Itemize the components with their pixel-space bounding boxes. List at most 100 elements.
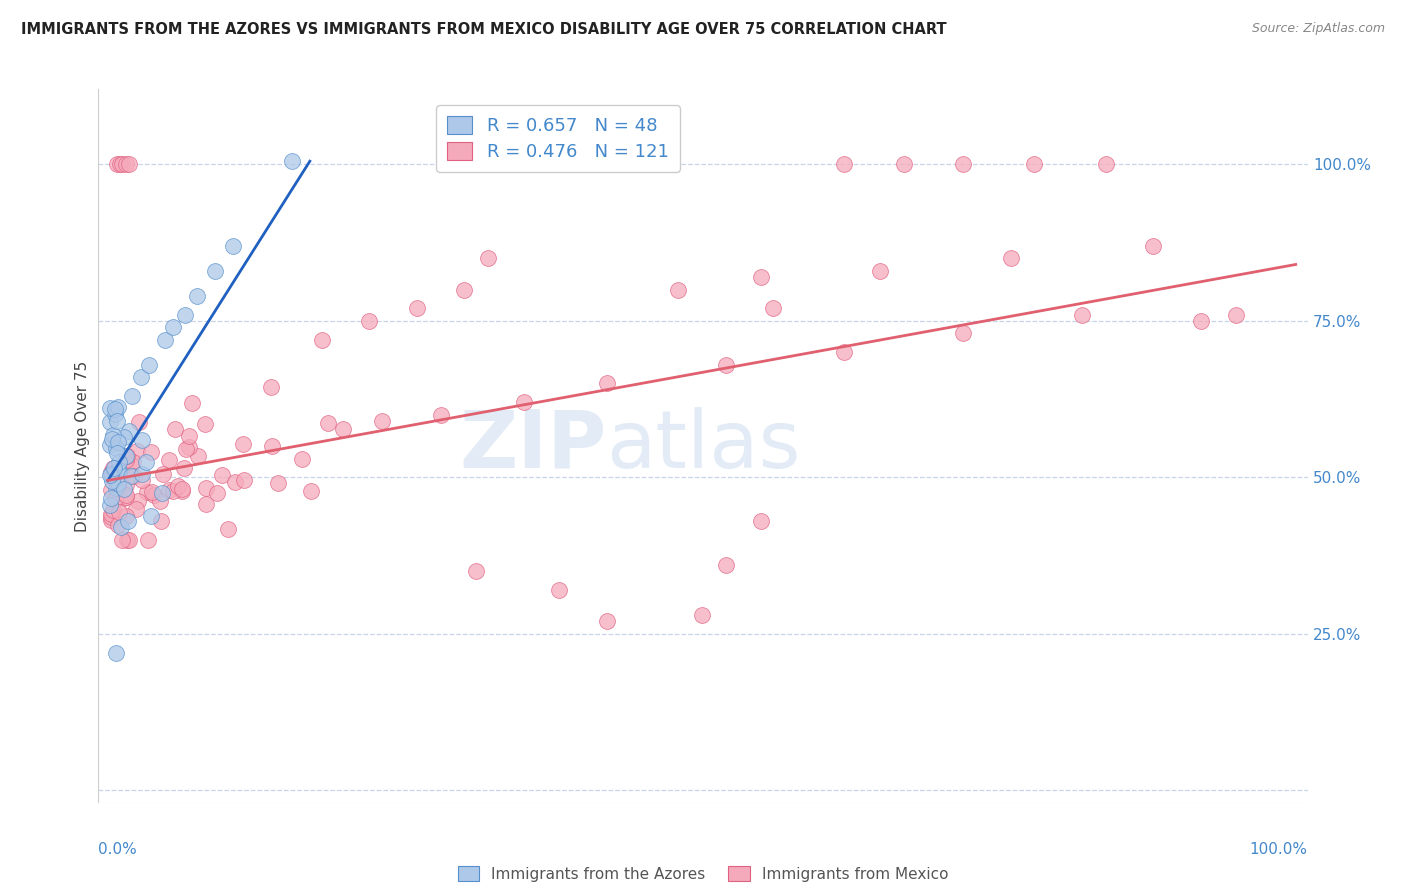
Point [359,314,381,328]
Point [107,434,129,449]
Point [125,502,148,516]
Point [512,395,534,409]
Point [143,487,166,501]
Point [834,345,856,359]
Point [666,283,689,297]
Text: IMMIGRANTS FROM THE AZORES VS IMMIGRANTS FROM MEXICO DISABILITY AGE OVER 75 CORR: IMMIGRANTS FROM THE AZORES VS IMMIGRANTS… [21,22,946,37]
Point [114,157,136,171]
Point [98,468,121,483]
Point [596,614,619,628]
Point [121,389,143,403]
Point [749,270,772,285]
Point [173,461,195,475]
Point [117,514,139,528]
Point [135,455,157,469]
Point [1189,314,1212,328]
Point [281,154,304,169]
Point [103,402,125,417]
Point [260,380,283,394]
Point [714,358,737,372]
Point [101,474,124,488]
Point [115,509,138,524]
Point [112,430,135,444]
Point [217,522,239,536]
Point [762,301,785,316]
Point [101,503,124,517]
Point [179,428,201,442]
Point [162,484,184,499]
Point [107,463,129,477]
Point [152,467,174,481]
Point [163,422,186,436]
Point [291,452,314,467]
Point [111,157,134,171]
Point [429,408,451,422]
Point [118,157,141,171]
Point [122,455,145,469]
Point [112,491,135,506]
Point [834,157,856,171]
Point [125,444,148,458]
Point [115,490,138,504]
Point [117,533,139,547]
Point [108,157,131,171]
Point [1000,251,1022,265]
Point [114,478,136,492]
Point [107,518,129,533]
Point [100,510,122,524]
Point [131,473,153,487]
Point [136,485,159,500]
Point [157,483,180,498]
Point [115,453,138,467]
Point [596,376,619,391]
Point [100,483,122,497]
Point [115,449,138,463]
Text: Source: ZipAtlas.com: Source: ZipAtlas.com [1251,22,1385,36]
Point [749,514,772,528]
Point [952,157,974,171]
Point [166,479,188,493]
Point [157,452,180,467]
Point [180,396,202,410]
Text: 100.0%: 100.0% [1250,842,1308,857]
Point [107,400,129,414]
Point [107,505,129,519]
Point [101,508,124,522]
Point [100,432,122,446]
Point [477,251,499,265]
Point [150,515,173,529]
Point [141,484,163,499]
Point [211,468,233,483]
Point [118,533,141,547]
Point [1225,308,1247,322]
Point [100,508,122,522]
Point [405,301,427,316]
Point [118,424,141,438]
Point [153,333,176,347]
Point [104,492,127,507]
Point [131,434,153,448]
Point [105,646,128,660]
Point [112,482,135,496]
Point [465,564,488,578]
Point [105,414,128,428]
Point [318,416,340,430]
Point [221,238,243,252]
Point [952,326,974,341]
Point [893,157,915,171]
Point [1142,238,1164,252]
Point [1094,157,1116,171]
Point [101,427,124,442]
Point [139,508,162,523]
Point [101,468,124,483]
Point [100,491,122,505]
Point [869,264,891,278]
Point [224,475,246,490]
Point [98,438,121,452]
Point [103,461,125,475]
Point [149,494,172,508]
Point [107,476,129,491]
Point [267,475,290,490]
Point [299,483,322,498]
Point [110,520,132,534]
